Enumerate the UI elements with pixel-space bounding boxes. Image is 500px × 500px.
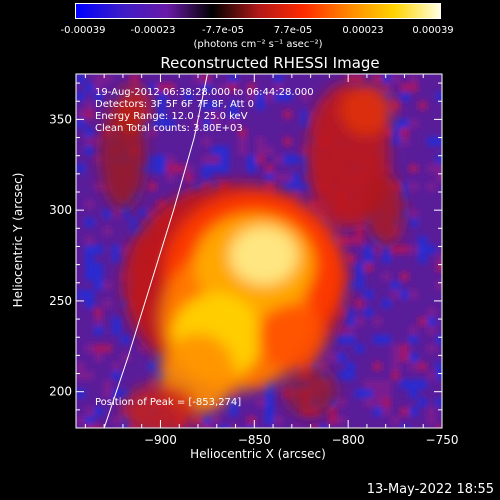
x-tick-label: −900	[144, 433, 177, 447]
y-tick-label: 200	[49, 385, 72, 399]
y-tick-label: 300	[49, 203, 72, 217]
colorbar-tick-label: 7.7e-05	[273, 25, 313, 36]
colorbar-tick-label: 0.00039	[412, 25, 454, 36]
info-time-range: 19-Aug-2012 06:38:28.000 to 06:44:28.000	[95, 87, 314, 98]
solar-limb-line	[103, 74, 208, 428]
colorbar-tick-label: -7.7e-05	[202, 25, 244, 36]
y-tick-label: 250	[49, 294, 72, 308]
colorbar	[75, 3, 441, 19]
info-energy: Energy Range: 12.0 - 25.0 keV	[95, 111, 248, 122]
plot-title: Reconstructed RHESSI Image	[160, 54, 380, 72]
y-tick-label: 350	[49, 112, 72, 126]
y-axis-label: Heliocentric Y (arcsec)	[11, 172, 25, 308]
info-detectors: Detectors: 3F 5F 6F 7F 8F, Att 0	[95, 99, 255, 110]
x-tick-label: −800	[332, 433, 365, 447]
colorbar-tick-label: -0.00039	[60, 25, 106, 36]
heatmap-image	[76, 74, 442, 428]
x-axis-label: Heliocentric X (arcsec)	[190, 447, 326, 461]
colorbar-tick-label: -0.00023	[130, 25, 176, 36]
timestamp: 13-May-2022 18:55	[366, 482, 494, 497]
colorbar-unit-label: (photons cm⁻² s⁻¹ asec⁻²)	[193, 39, 323, 50]
x-tick-label: −850	[238, 433, 271, 447]
plot-frame	[75, 73, 443, 429]
colorbar-gradient	[75, 3, 441, 19]
info-clean: Clean Total counts: 3.80E+03	[95, 123, 243, 134]
colorbar-tick-label: 0.00023	[342, 25, 384, 36]
x-tick-label: −750	[426, 433, 459, 447]
peak-position-label: Position of Peak = [-853,274]	[95, 397, 242, 408]
